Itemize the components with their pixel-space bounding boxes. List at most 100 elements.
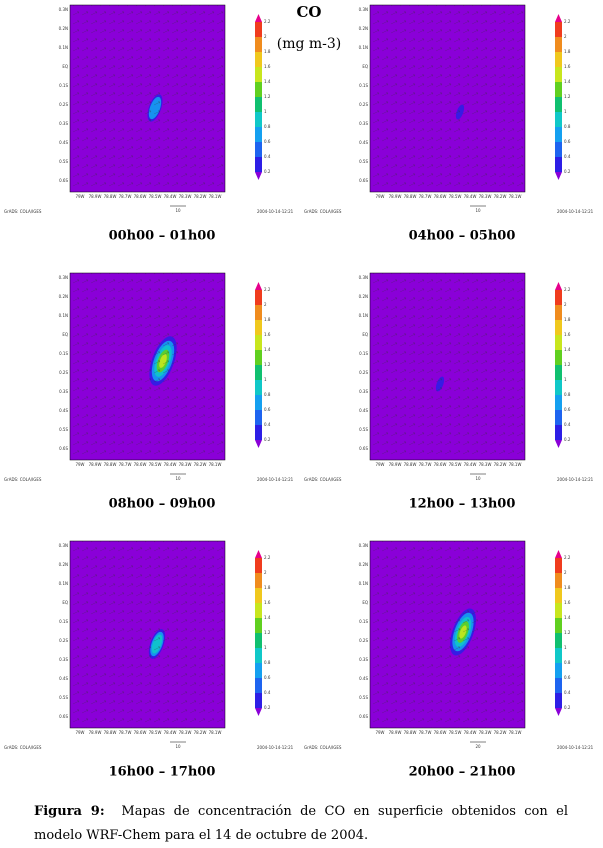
colorbar-swatch — [255, 142, 262, 157]
colorbar-label: 1.2 — [264, 630, 271, 635]
colorbar-label: 0.6 — [264, 139, 271, 144]
footer-left: GrADS: COLA/IGES — [304, 209, 342, 214]
colorbar-label: 0.2 — [264, 705, 271, 710]
colorbar-label: 2.2 — [564, 19, 571, 24]
colorbar-swatch — [555, 142, 562, 157]
lat-label: EQ — [362, 600, 368, 605]
lon-label: 78.8W — [104, 730, 117, 735]
lat-label: 0.2S — [359, 102, 368, 107]
colorbar-swatch — [555, 365, 562, 380]
colorbar-swatch — [555, 37, 562, 52]
colorbar-label: 0.6 — [564, 139, 571, 144]
map-panel: 0.3N 0.2N 0.1N EQ 0.1S 0.2S 0.3S 0.4S 0.5S 0.6S 79… — [304, 272, 594, 512]
colorbar-swatch — [555, 588, 562, 603]
panel-label: 12h00 – 13h00 — [409, 497, 516, 512]
footer-right: 2004-10-14-12:21 — [557, 477, 594, 482]
lon-label: 78.5W — [149, 194, 162, 199]
caption-text: Mapas de concentración de CO en superfic… — [34, 804, 568, 843]
lon-label: 78.4W — [164, 194, 177, 199]
lon-label: 78.7W — [119, 194, 132, 199]
vector-scale: 10 — [175, 208, 181, 213]
lon-label: 78.9W — [389, 730, 402, 735]
lat-label: 0.2N — [59, 26, 68, 31]
colorbar-swatch — [555, 618, 562, 633]
lon-label: 78.8W — [104, 462, 117, 467]
colorbar-swatch — [555, 320, 562, 335]
lon-label: 78.4W — [164, 730, 177, 735]
colorbar-label: 2.2 — [564, 555, 571, 560]
lat-label: 0.1N — [359, 45, 368, 50]
colorbar-swatch — [555, 290, 562, 305]
lon-label: 78.1W — [509, 730, 522, 735]
colorbar-swatch — [255, 97, 262, 112]
footer-right: 2004-10-14-12:21 — [257, 209, 294, 214]
colorbar-label: 0.6 — [564, 675, 571, 680]
colorbar-label: 0.4 — [264, 154, 271, 159]
vector-scale: 10 — [175, 744, 181, 749]
colorbar-end — [255, 14, 262, 22]
lon-label: 78.9W — [89, 194, 102, 199]
lat-label: 0.3S — [59, 121, 68, 126]
lat-label: 0.6S — [359, 446, 368, 451]
lat-label: 0.6S — [59, 714, 68, 719]
lat-label: 0.3N — [359, 543, 368, 548]
lon-label: 78.2W — [194, 730, 207, 735]
colorbar-swatch — [555, 82, 562, 97]
colorbar-label: 1.4 — [564, 347, 571, 352]
colorbar-label: 1.8 — [564, 49, 571, 54]
lat-label: 0.6S — [59, 178, 68, 183]
colorbar-swatch — [255, 52, 262, 67]
colorbar-label: 1.6 — [264, 64, 271, 69]
lat-label: 0.3S — [59, 657, 68, 662]
colorbar-end — [255, 172, 262, 180]
colorbar-label: 1 — [264, 109, 267, 114]
lat-label: EQ — [62, 64, 68, 69]
colorbar-swatch — [555, 648, 562, 663]
lon-label: 78.9W — [89, 462, 102, 467]
lon-label: 78.5W — [449, 730, 462, 735]
lon-label: 78.8W — [104, 194, 117, 199]
colorbar-swatch — [255, 365, 262, 380]
lon-label: 78.4W — [464, 462, 477, 467]
colorbar-label: 0.4 — [564, 690, 571, 695]
wind-vectors — [370, 5, 525, 192]
colorbar-label: 1.6 — [264, 332, 271, 337]
colorbar-label: 1 — [564, 377, 567, 382]
colorbar-label: 0.6 — [564, 407, 571, 412]
colorbar-swatch — [555, 425, 562, 440]
lat-label: EQ — [362, 332, 368, 337]
lon-label: 78.7W — [419, 730, 432, 735]
colorbar-swatch — [255, 67, 262, 82]
colorbar-label: 1 — [264, 377, 267, 382]
colorbar-swatch — [555, 395, 562, 410]
colorbar-swatch — [555, 633, 562, 648]
colorbar-label: 1.8 — [264, 49, 271, 54]
lat-label: 0.3S — [359, 121, 368, 126]
lon-label: 78.6W — [434, 730, 447, 735]
lat-label: 0.1S — [59, 351, 68, 356]
lon-label: 78.5W — [449, 462, 462, 467]
lon-label: 78.8W — [404, 730, 417, 735]
colorbar-swatch — [255, 395, 262, 410]
footer-right: 2004-10-14-12:21 — [557, 209, 594, 214]
lat-label: 0.5S — [359, 427, 368, 432]
colorbar-swatch — [255, 678, 262, 693]
wind-vectors — [70, 5, 225, 192]
lat-label: 0.4S — [59, 408, 68, 413]
lat-label: 0.2N — [359, 294, 368, 299]
legend-title: CO — [296, 3, 321, 21]
lat-label: 0.2N — [359, 562, 368, 567]
colorbar-swatch — [255, 112, 262, 127]
wind-vectors — [370, 541, 525, 728]
colorbar-label: 2 — [264, 302, 267, 307]
colorbar-label: 1.4 — [264, 79, 271, 84]
lat-label: 0.5S — [59, 427, 68, 432]
panel-label: 04h00 – 05h00 — [409, 229, 516, 244]
lon-label: 78.2W — [194, 194, 207, 199]
lat-label: 0.6S — [359, 714, 368, 719]
colorbar-label: 2 — [564, 302, 567, 307]
colorbar-swatch — [255, 410, 262, 425]
lat-label: 0.5S — [359, 695, 368, 700]
colorbar-swatch — [555, 97, 562, 112]
lon-label: 78.1W — [509, 194, 522, 199]
